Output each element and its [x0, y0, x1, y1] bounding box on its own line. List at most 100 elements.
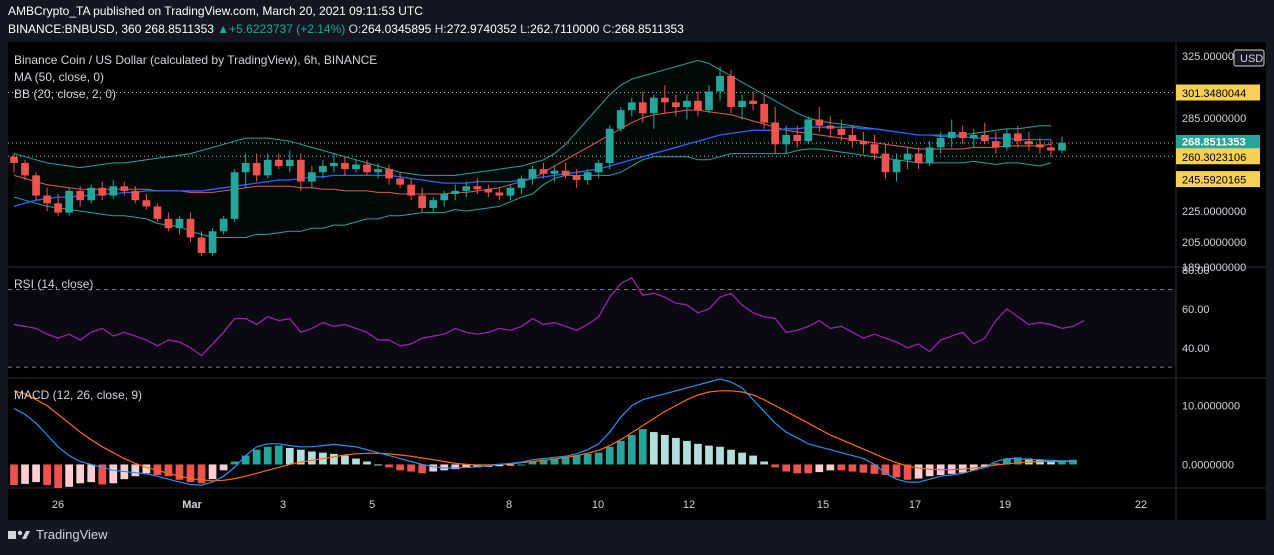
macd-histogram-bar — [429, 464, 438, 472]
macd-histogram-bar — [440, 464, 449, 471]
candle-body — [352, 164, 360, 170]
candle — [572, 169, 581, 188]
candle-body — [859, 141, 868, 145]
macd-histogram-bar — [749, 455, 757, 465]
macd-histogram-bar — [263, 446, 272, 465]
candle-body — [186, 218, 195, 238]
macd-histogram-bar — [32, 464, 40, 483]
candle — [142, 194, 151, 210]
open-label: O: — [348, 22, 362, 36]
candle — [881, 144, 890, 179]
time-tick-label: 17 — [909, 499, 921, 511]
price-label-box — [1176, 134, 1260, 149]
macd-histogram-bar — [175, 464, 184, 480]
candle — [771, 107, 780, 154]
candle-body — [451, 190, 460, 194]
price-pane[interactable] — [10, 59, 1066, 257]
time-tick-label: 12 — [683, 499, 695, 511]
candle-body — [793, 134, 802, 142]
candle — [87, 184, 96, 204]
candle-body — [252, 162, 261, 176]
tradingview-footer[interactable]: TradingView — [8, 527, 108, 542]
macd-histogram-bar — [881, 464, 890, 476]
candle — [131, 186, 140, 204]
candle-body — [87, 187, 96, 201]
main-legend-title: Binance Coin / US Dollar (calculated by … — [14, 53, 377, 67]
candle-body — [407, 184, 415, 196]
candle — [374, 162, 382, 179]
macd-histogram-bar — [760, 461, 769, 465]
low-label: L: — [520, 22, 531, 36]
candle — [980, 122, 989, 145]
candle — [363, 159, 371, 176]
candle — [263, 153, 272, 179]
candle-body — [947, 131, 956, 139]
rsi-pane[interactable] — [8, 277, 1176, 368]
candle — [495, 187, 504, 201]
candle-body — [263, 159, 272, 176]
candle-body — [296, 159, 305, 182]
macd-tick-label: 0.0000000 — [1182, 459, 1234, 471]
macd-histogram-bar — [54, 464, 62, 488]
candle-body — [980, 134, 989, 142]
candle-body — [738, 100, 746, 108]
macd-histogram-bar — [605, 446, 614, 465]
candle — [1014, 125, 1022, 148]
candle — [1047, 139, 1055, 157]
macd-pane[interactable] — [10, 378, 1077, 488]
macd-histogram-bar — [21, 464, 29, 484]
candle-body — [925, 147, 934, 163]
price-tick-label: 285.0000000 — [1182, 113, 1246, 125]
candle-body — [969, 134, 978, 139]
candle-body — [672, 102, 680, 108]
candle — [429, 197, 438, 213]
candle-body — [760, 103, 769, 123]
candle-body — [131, 190, 140, 201]
macd-histogram-bar — [771, 464, 780, 468]
candle-body — [495, 192, 504, 196]
macd-histogram-bar — [65, 464, 74, 487]
price-label-box — [1176, 84, 1260, 101]
time-tick-label: 22 — [1135, 499, 1147, 511]
candle-body — [484, 189, 493, 193]
currency-badge — [1233, 49, 1265, 67]
candle-body — [804, 119, 813, 142]
candle — [936, 131, 945, 154]
candle-body — [837, 128, 846, 135]
time-tick-label: 26 — [52, 499, 64, 511]
candle-body — [341, 162, 349, 170]
candle — [385, 164, 393, 185]
candle — [164, 212, 173, 232]
macd-histogram-bar — [958, 464, 967, 473]
macd-histogram-bar — [451, 464, 460, 470]
macd-histogram-bar — [341, 455, 349, 465]
candle-body — [54, 203, 62, 213]
candle-body — [219, 218, 228, 232]
candle-body — [43, 195, 51, 204]
candle-body — [550, 170, 559, 174]
candle — [870, 134, 879, 160]
candle-body — [363, 164, 371, 173]
price-change: +5.6223737 (+2.14%) — [229, 22, 346, 36]
price-label-text: 268.8511353 — [1182, 136, 1246, 148]
candle-body — [396, 178, 404, 185]
published-line: AMBCrypto_TA published on TradingView.co… — [8, 4, 423, 18]
price-label-text: 301.3480044 — [1182, 88, 1246, 100]
candle — [451, 184, 460, 201]
candle-body — [76, 190, 85, 201]
macd-histogram-bar — [197, 464, 206, 484]
time-tick-label: 8 — [506, 499, 512, 511]
candle-body — [418, 195, 427, 208]
candle — [1036, 138, 1044, 154]
macd-histogram-bar — [10, 464, 18, 486]
candle — [716, 66, 724, 101]
candle-body — [473, 186, 482, 190]
candle-body — [528, 169, 537, 179]
candle-body — [594, 162, 603, 173]
macd-histogram-bar — [638, 429, 647, 465]
low-value: 262.7110000 — [530, 22, 600, 36]
candle-body — [958, 131, 967, 139]
macd-histogram-bar — [495, 464, 504, 467]
last-price: 268.8511353 — [144, 22, 214, 36]
